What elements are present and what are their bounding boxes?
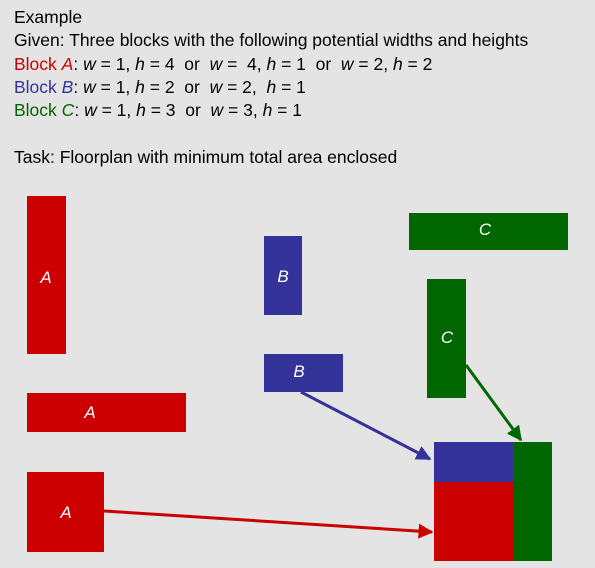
block-a-square-label: A (59, 503, 71, 522)
block-c-tall-label: C (441, 328, 454, 347)
task-text: Task: Floorplan with minimum total area … (14, 146, 398, 167)
block-b-spec: Block B: w = 1, h = 2 or w = 2, h = 1 (14, 76, 306, 97)
block-b-tall-label: B (277, 267, 288, 286)
block-b-wide (264, 354, 343, 392)
floorplan-block-c (514, 442, 552, 561)
problem-statement: Example Given: Three blocks with the fol… (14, 6, 528, 169)
example-heading: Example (14, 7, 83, 27)
block-a-wide-label: A (83, 403, 95, 422)
floorplan-block-b (434, 442, 514, 482)
given-text: Given: Three blocks with the following p… (14, 30, 529, 51)
block-a-tall-label: A (39, 268, 51, 287)
block-b-tall (264, 236, 302, 315)
block-a-wide (27, 393, 186, 432)
arrow-b-to-floorplan (300, 390, 432, 461)
block-c-wide-label: C (479, 220, 492, 239)
block-c-tall (427, 279, 466, 398)
block-a-spec: Block A: w = 1, h = 4 or w = 4, h = 1 or… (14, 53, 433, 74)
block-a-square (27, 472, 104, 552)
block-c-spec: Block C: w = 1, h = 3 or w = 3, h = 1 (14, 100, 302, 121)
block-c-wide (409, 213, 568, 250)
block-b-wide-label: B (293, 362, 304, 381)
arrow-c-to-floorplan (464, 364, 523, 442)
arrow-a-to-floorplan (103, 509, 434, 539)
block-a-tall (27, 196, 66, 354)
floorplan-block-a (434, 482, 514, 561)
